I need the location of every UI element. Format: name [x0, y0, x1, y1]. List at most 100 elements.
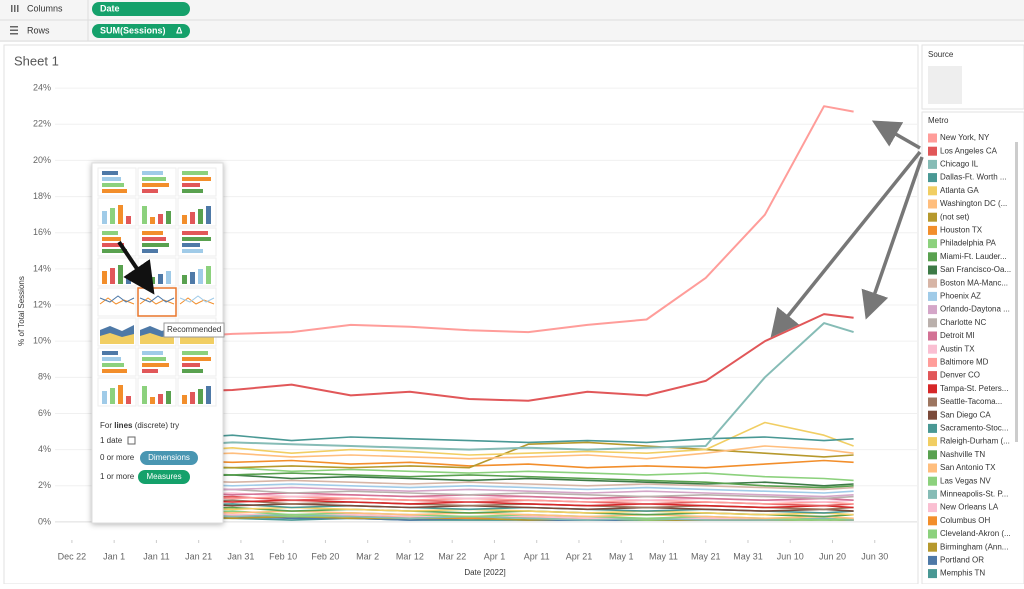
legend-swatch[interactable]: [928, 516, 937, 526]
legend-label[interactable]: Austin TX: [940, 344, 975, 353]
chart-thumbnail[interactable]: [177, 167, 217, 197]
legend-swatch[interactable]: [928, 410, 937, 420]
legend-swatch[interactable]: [928, 173, 937, 183]
legend-label[interactable]: Columbus OH: [940, 516, 990, 525]
legend-swatch[interactable]: [928, 133, 937, 143]
legend-swatch[interactable]: [928, 225, 937, 235]
legend-label[interactable]: Orlando-Daytona ...: [940, 305, 1010, 314]
legend-label[interactable]: Sacramento-Stoc...: [940, 424, 1008, 433]
chart-thumbnail[interactable]: [97, 317, 137, 347]
legend-label[interactable]: Cleveland-Akron (...: [940, 529, 1011, 538]
chart-thumbnail[interactable]: [177, 197, 217, 227]
legend-label[interactable]: Houston TX: [940, 226, 983, 235]
legend-swatch[interactable]: [928, 437, 937, 447]
legend-label[interactable]: Baltimore MD: [940, 358, 989, 367]
legend-label[interactable]: Seattle-Tacoma...: [940, 397, 1002, 406]
legend-swatch[interactable]: [928, 186, 937, 196]
legend-swatch[interactable]: [928, 252, 937, 262]
chart-thumbnail[interactable]: [177, 377, 217, 407]
legend-label[interactable]: San Diego CA: [940, 410, 991, 419]
legend-swatch[interactable]: [928, 371, 937, 381]
chart-thumbnail[interactable]: [97, 347, 137, 377]
chart-thumbnail[interactable]: [137, 287, 177, 317]
legend-swatch[interactable]: [928, 305, 937, 315]
thumbnail-bar: [102, 189, 127, 193]
legend-swatch[interactable]: [928, 212, 937, 222]
legend-swatch[interactable]: [928, 529, 937, 539]
legend-label[interactable]: San Antonio TX: [940, 463, 996, 472]
chart-thumbnail[interactable]: [137, 167, 177, 197]
legend-label[interactable]: Raleigh-Durham (...: [940, 437, 1010, 446]
chart-thumbnail[interactable]: [97, 197, 137, 227]
legend-swatch[interactable]: [928, 463, 937, 473]
field-pill[interactable]: [92, 24, 190, 38]
legend-swatch[interactable]: [928, 542, 937, 552]
legend-label[interactable]: Miami-Ft. Lauder...: [940, 252, 1007, 261]
legend-label[interactable]: Birmingham (Ann...: [940, 542, 1008, 551]
legend-label[interactable]: Chicago IL: [940, 160, 979, 169]
legend-label[interactable]: Phoenix AZ: [940, 292, 981, 301]
legend-swatch[interactable]: [928, 357, 937, 367]
legend-label[interactable]: Denver CO: [940, 371, 980, 380]
legend-scrollbar[interactable]: [1015, 142, 1018, 442]
chart-thumbnail[interactable]: [97, 227, 137, 257]
legend-label[interactable]: Atlanta GA: [940, 186, 979, 195]
legend-swatch[interactable]: [928, 476, 937, 486]
legend-swatch[interactable]: [928, 384, 937, 394]
legend-label[interactable]: Philadelphia PA: [940, 239, 997, 248]
legend-label[interactable]: (not set): [940, 212, 970, 221]
legend-label[interactable]: Las Vegas NV: [940, 476, 991, 485]
chart-thumbnail[interactable]: [137, 347, 177, 377]
legend: New York, NY Los Angeles CA Chicago IL Dall…: [928, 133, 1011, 579]
chart-thumbnail[interactable]: [137, 377, 177, 407]
chart-thumbnail[interactable]: [177, 347, 217, 377]
thumbnail-bar: [206, 266, 211, 284]
legend-label[interactable]: Los Angeles CA: [940, 146, 998, 155]
legend-swatch[interactable]: [928, 278, 937, 288]
thumbnail-bar: [102, 351, 118, 355]
legend-swatch[interactable]: [928, 423, 937, 433]
thumbnail-bar: [102, 369, 127, 373]
legend-label[interactable]: Nashville TN: [940, 450, 985, 459]
legend-label[interactable]: Boston MA-Manc...: [940, 278, 1008, 287]
legend-swatch[interactable]: [928, 344, 937, 354]
chart-thumbnail[interactable]: [177, 227, 217, 257]
legend-label[interactable]: New York, NY: [940, 133, 990, 142]
legend-label[interactable]: Minneapolis-St. P...: [940, 490, 1008, 499]
chart-thumbnail[interactable]: [177, 257, 217, 287]
chart-thumbnail[interactable]: [137, 227, 177, 257]
thumbnail-bar: [102, 183, 124, 187]
legend-swatch[interactable]: [928, 239, 937, 249]
chart-thumbnail[interactable]: [177, 287, 217, 317]
legend-swatch[interactable]: [928, 159, 937, 169]
legend-label[interactable]: Tampa-St. Peters...: [940, 384, 1008, 393]
legend-label[interactable]: Portland OR: [940, 556, 984, 565]
legend-swatch[interactable]: [928, 318, 937, 328]
legend-swatch[interactable]: [928, 146, 937, 156]
legend-swatch[interactable]: [928, 199, 937, 209]
legend-swatch[interactable]: [928, 555, 937, 565]
chart-thumbnail[interactable]: [97, 287, 137, 317]
legend-swatch[interactable]: [928, 450, 937, 460]
legend-label[interactable]: Washington DC (...: [940, 199, 1007, 208]
chart-thumbnail[interactable]: [97, 167, 137, 197]
legend-label[interactable]: Dallas-Ft. Worth ...: [940, 173, 1007, 182]
x-tick-label: Jun 20: [819, 551, 846, 561]
field-pill[interactable]: [92, 2, 190, 16]
pill-text: Date: [100, 3, 120, 13]
chart-thumbnail[interactable]: [97, 377, 137, 407]
legend-label[interactable]: San Francisco-Oa...: [940, 265, 1011, 274]
legend-swatch[interactable]: [928, 489, 937, 499]
legend-swatch[interactable]: [928, 569, 937, 579]
legend-label[interactable]: Memphis TN: [940, 569, 985, 578]
legend-swatch[interactable]: [928, 503, 937, 513]
chart-thumbnail[interactable]: [137, 197, 177, 227]
legend-swatch[interactable]: [928, 331, 937, 341]
legend-label[interactable]: Charlotte NC: [940, 318, 986, 327]
legend-swatch[interactable]: [928, 397, 937, 407]
legend-label[interactable]: Detroit MI: [940, 331, 975, 340]
thumbnail-bar: [142, 369, 158, 373]
legend-swatch[interactable]: [928, 265, 937, 275]
legend-swatch[interactable]: [928, 291, 937, 301]
legend-label[interactable]: New Orleans LA: [940, 503, 999, 512]
